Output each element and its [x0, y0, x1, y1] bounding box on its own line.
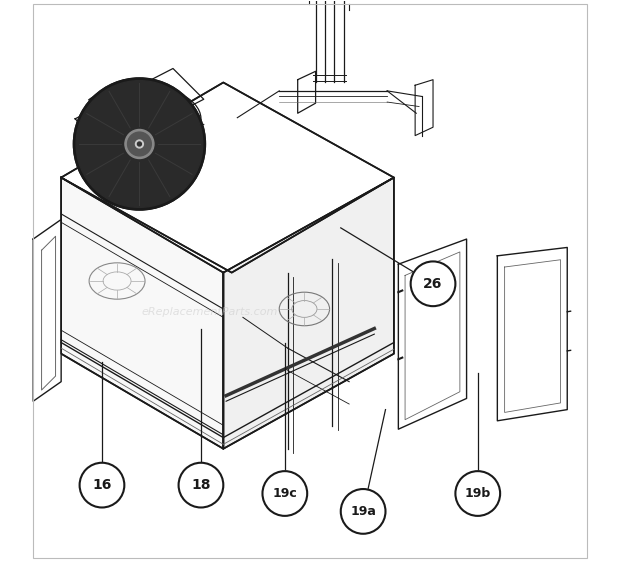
- Text: 26: 26: [423, 277, 443, 291]
- Polygon shape: [298, 71, 316, 113]
- Text: 18: 18: [191, 478, 211, 492]
- Circle shape: [76, 80, 203, 207]
- Text: 19b: 19b: [464, 487, 491, 500]
- Polygon shape: [399, 239, 467, 429]
- Circle shape: [410, 261, 456, 306]
- Text: 16: 16: [92, 478, 112, 492]
- Circle shape: [456, 471, 500, 516]
- Circle shape: [341, 489, 386, 534]
- Polygon shape: [33, 220, 61, 401]
- Circle shape: [73, 78, 205, 210]
- Circle shape: [136, 140, 143, 148]
- Text: eReplacementParts.com: eReplacementParts.com: [141, 307, 278, 317]
- Circle shape: [125, 129, 154, 158]
- Polygon shape: [415, 80, 433, 135]
- Text: 19c: 19c: [272, 487, 297, 500]
- Circle shape: [79, 463, 125, 507]
- Circle shape: [138, 142, 141, 146]
- Circle shape: [179, 463, 223, 507]
- Polygon shape: [61, 178, 223, 449]
- Polygon shape: [223, 178, 394, 449]
- Polygon shape: [497, 247, 567, 421]
- Polygon shape: [61, 83, 394, 273]
- Text: 19a: 19a: [350, 505, 376, 518]
- Circle shape: [262, 471, 307, 516]
- Circle shape: [128, 132, 151, 156]
